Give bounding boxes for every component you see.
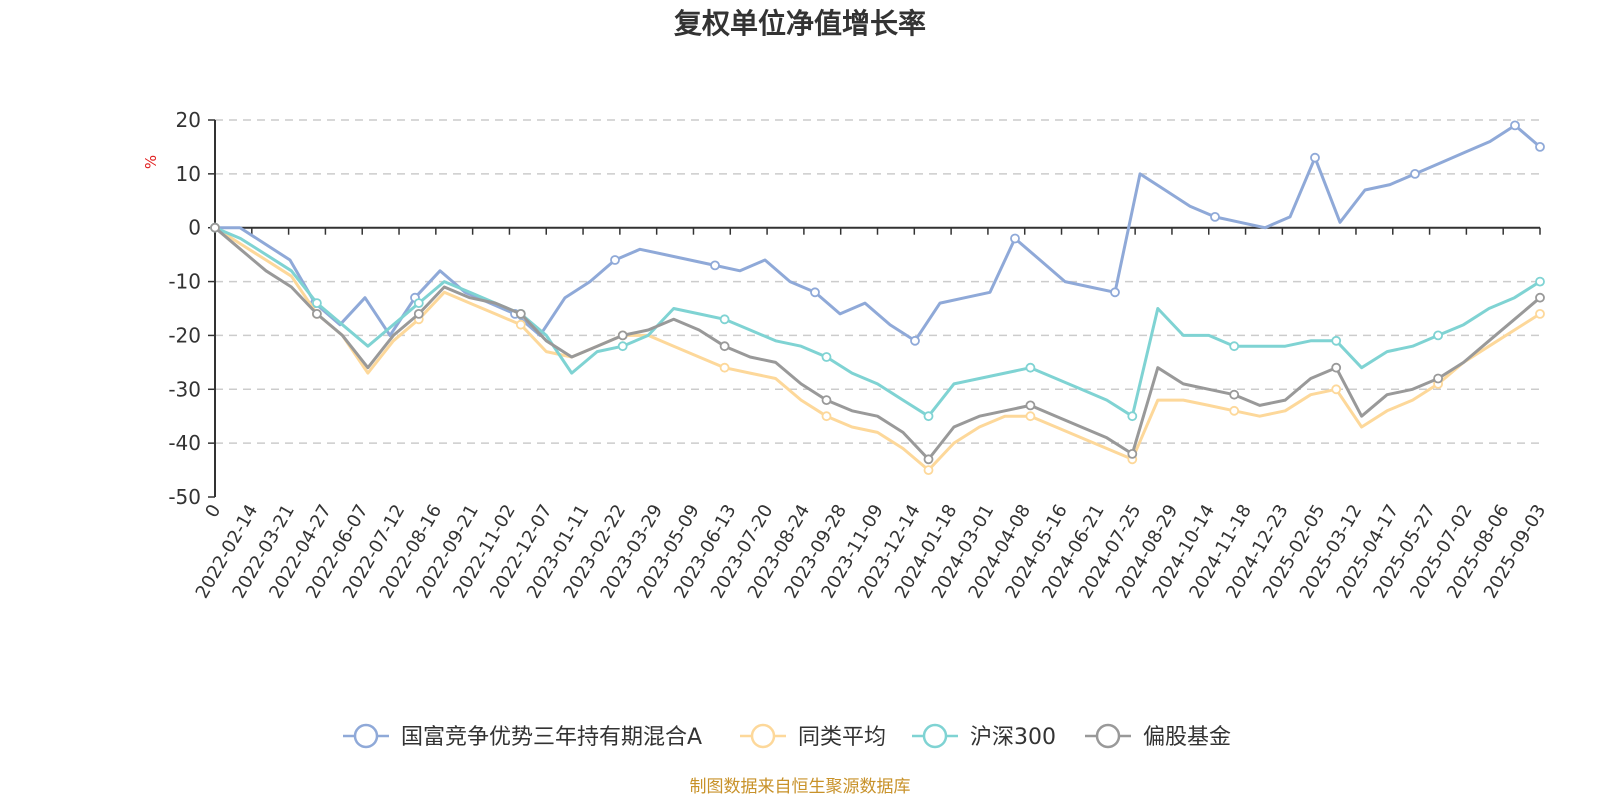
series-point [1535, 276, 1545, 287]
series-line [215, 123, 1541, 343]
series-point [719, 341, 730, 352]
series-point [1510, 120, 1520, 131]
x-tick-label: 0 [201, 501, 225, 521]
series-point [810, 287, 820, 298]
series-point [413, 308, 424, 319]
legend-label: 偏股基金 [1143, 725, 1231, 750]
y-tick-label: -10 [168, 270, 201, 294]
series-line [214, 226, 1541, 461]
series-point [1010, 233, 1020, 244]
series-point [923, 454, 934, 465]
series-point [210, 222, 220, 233]
series-point [1110, 287, 1120, 298]
series-point [821, 411, 832, 422]
series-point [910, 335, 920, 346]
source-note: 制图数据来自恒生聚源数据库 [690, 777, 911, 797]
series-point [311, 298, 322, 309]
series-point [1433, 373, 1443, 384]
grid-layer [215, 119, 1540, 444]
legend-swatch-marker [922, 723, 948, 749]
series-point [719, 362, 730, 373]
y-tick-label: -40 [168, 431, 201, 455]
legend-item[interactable]: 偏股基金 [1085, 723, 1231, 750]
y-tick-label: -30 [168, 377, 201, 401]
y-tick-label: 0 [188, 216, 201, 240]
series-point [821, 352, 832, 362]
y-tick-label: 10 [176, 162, 201, 186]
series-point [515, 308, 526, 319]
legend-swatch-marker [750, 723, 776, 749]
series-point [1127, 448, 1138, 459]
series-point [413, 298, 424, 309]
series-point [1433, 330, 1443, 341]
series-point [1025, 400, 1036, 411]
series-point [1535, 308, 1545, 319]
legend-label: 国富竞争优势三年持有期混合A [401, 725, 702, 750]
series-point [1229, 341, 1240, 352]
legend: 国富竞争优势三年持有期混合A 同类平均 沪深300 偏股基金 [343, 723, 1231, 750]
series-point [1210, 211, 1220, 222]
legend-swatch-marker [1095, 723, 1121, 749]
legend-swatch-marker [353, 723, 379, 749]
series-point [1535, 141, 1545, 152]
series-point [1025, 362, 1036, 373]
series-point [1025, 411, 1036, 422]
series-point [710, 260, 720, 271]
series-point [515, 319, 526, 330]
series-point [1331, 362, 1342, 373]
legend-item[interactable]: 国富竞争优势三年持有期混合A [343, 723, 702, 750]
series-point [719, 314, 730, 325]
legend-item[interactable]: 沪深300 [912, 723, 1056, 750]
y-tick-label: -50 [168, 485, 201, 509]
series-point [923, 465, 934, 476]
series-point [1331, 384, 1342, 395]
series-point [1310, 152, 1320, 163]
chart-title: 复权单位净值增长率 [674, 7, 926, 40]
series-line [214, 226, 1541, 418]
series-point [1410, 168, 1420, 179]
series-point [617, 330, 628, 341]
legend-label: 沪深300 [970, 725, 1056, 750]
series-point [1229, 389, 1240, 400]
series-line [214, 226, 1541, 472]
series-point [610, 255, 620, 265]
series-layer [210, 120, 1545, 476]
legend-label: 同类平均 [798, 725, 886, 750]
series-point [617, 341, 628, 352]
series-point [1535, 292, 1545, 303]
y-tick-label: -20 [168, 323, 201, 347]
axis-layer: 20100-10-20-30-40-5002022-02-142022-03-2… [168, 108, 1550, 602]
series-point [821, 395, 832, 406]
series-point [311, 308, 322, 319]
series-point [1229, 405, 1240, 416]
series-point [923, 411, 934, 422]
series-point [1331, 335, 1342, 346]
y-tick-label: 20 [176, 108, 201, 132]
y-axis-unit-label: % [142, 155, 160, 169]
legend-item[interactable]: 同类平均 [740, 723, 886, 750]
series-point [1127, 411, 1138, 422]
